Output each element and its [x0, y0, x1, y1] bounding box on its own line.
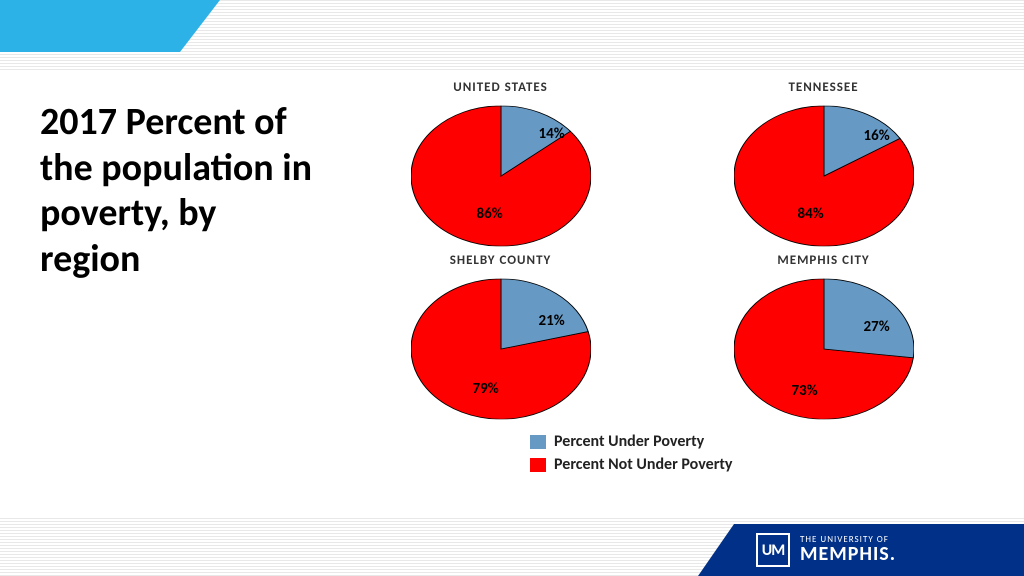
university-logo: UM [756, 533, 790, 567]
chart-title: UNITED STATES [453, 80, 548, 95]
university-line2: MEMPHIS. [800, 544, 896, 565]
legend: Percent Under Poverty Percent Not Under … [530, 432, 984, 474]
university-wordmark: THE UNIVERSITY OF MEMPHIS. [800, 535, 896, 565]
data-label-not-under: 73% [792, 382, 818, 400]
footer-brand-bar: UM THE UNIVERSITY OF MEMPHIS. [734, 524, 1024, 576]
header-accent-bar [0, 0, 180, 52]
chart-title: SHELBY COUNTY [450, 253, 552, 268]
legend-label-not-under: Percent Not Under Poverty [554, 455, 733, 474]
chart-grid: UNITED STATES 14% 86% TENNESSEE 16% 84% SHELBY… [340, 80, 984, 424]
legend-item-under: Percent Under Poverty [530, 432, 704, 451]
legend-swatch-under [530, 435, 546, 449]
pie-chart: UNITED STATES 14% 86% [340, 80, 661, 251]
slide-title: 2017 Percent of the population in povert… [0, 80, 340, 506]
pie-chart: TENNESSEE 16% 84% [663, 80, 984, 251]
chart-title: TENNESSEE [788, 80, 858, 95]
data-label-not-under: 79% [473, 380, 499, 398]
data-label-under: 21% [539, 312, 565, 330]
pie-wrap: 16% 84% [714, 101, 934, 251]
pie-wrap: 21% 79% [391, 274, 611, 424]
data-label-not-under: 86% [477, 205, 503, 223]
legend-swatch-not-under [530, 458, 546, 472]
pie-wrap: 27% 73% [714, 274, 934, 424]
data-label-under: 27% [864, 318, 890, 336]
charts-area: UNITED STATES 14% 86% TENNESSEE 16% 84% SHELBY… [340, 80, 1024, 506]
pie-chart: MEMPHIS CITY 27% 73% [663, 253, 984, 424]
legend-label-under: Percent Under Poverty [554, 432, 704, 451]
main-content: 2017 Percent of the population in povert… [0, 80, 1024, 506]
header-accent-wedge [180, 0, 220, 52]
pie-chart: SHELBY COUNTY 21% 79% [340, 253, 661, 424]
chart-title: MEMPHIS CITY [777, 253, 869, 268]
pie-wrap: 14% 86% [391, 101, 611, 251]
legend-item-not-under: Percent Not Under Poverty [530, 455, 733, 474]
data-label-not-under: 84% [798, 205, 824, 223]
data-label-under: 16% [864, 127, 890, 145]
data-label-under: 14% [539, 125, 565, 143]
